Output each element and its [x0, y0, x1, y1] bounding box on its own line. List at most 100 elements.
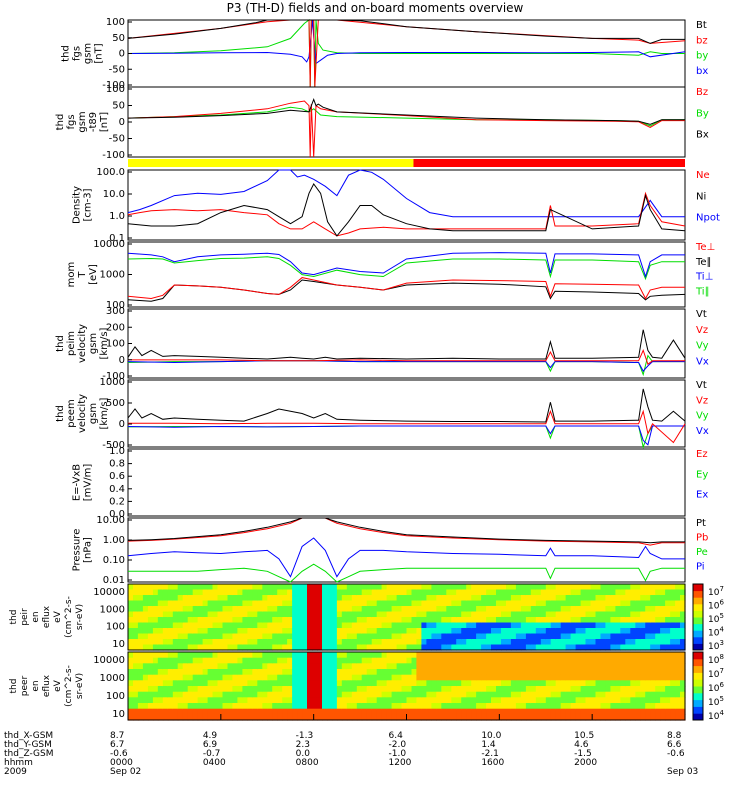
- spec-cell: [436, 703, 442, 710]
- spec-cell: [496, 639, 502, 646]
- spec-cell: [277, 606, 283, 613]
- spec-cell: [172, 600, 179, 607]
- spec-cell: [317, 714, 323, 721]
- spec-cell: [590, 652, 597, 659]
- spec-cell: [386, 622, 393, 629]
- spec-cell: [630, 691, 636, 698]
- spec-cell: [366, 708, 373, 715]
- spec-cell: [336, 617, 343, 624]
- spec-cell: [491, 669, 497, 676]
- spec-cell: [326, 657, 333, 664]
- spec-cell: [575, 589, 582, 596]
- spec-cell: [237, 639, 243, 646]
- spec-cell: [312, 652, 318, 659]
- spec-cell: [680, 680, 686, 687]
- spec-cell: [187, 680, 194, 687]
- spec-cell: [371, 680, 378, 687]
- colorbar-label-peer-0: 108: [708, 653, 724, 666]
- spec-cell: [312, 663, 318, 670]
- spec-cell: [351, 680, 358, 687]
- spec-cell: [237, 622, 243, 629]
- spec-cell: [386, 680, 393, 687]
- spec-cell: [267, 639, 273, 646]
- spec-cell: [645, 652, 651, 659]
- spec-cell: [282, 714, 288, 721]
- spec-cell: [187, 703, 194, 710]
- spec-cell: [426, 669, 432, 676]
- spec-cell: [137, 606, 144, 613]
- spec-cell: [133, 697, 139, 704]
- spec-cell: [486, 697, 492, 704]
- spec-cell: [277, 714, 283, 721]
- spec-cell: [665, 600, 671, 607]
- spec-cell: [277, 691, 283, 698]
- spec-cell: [680, 663, 686, 670]
- spec-cell: [421, 628, 427, 635]
- spec-cell: [545, 644, 552, 651]
- spec-cell: [655, 657, 661, 664]
- spec-cell: [675, 584, 681, 591]
- spec-cell: [456, 628, 462, 635]
- spec-cell: [446, 697, 452, 704]
- ytick-label-pressure-3: 0.01: [103, 575, 125, 586]
- spec-cell: [456, 622, 462, 629]
- spec-cell: [336, 611, 343, 618]
- spec-cell: [346, 680, 353, 687]
- spec-cell: [247, 697, 253, 704]
- spec-cell: [232, 652, 238, 659]
- spec-cell: [650, 697, 656, 704]
- spec-cell: [436, 639, 442, 646]
- spec-cell: [431, 617, 437, 624]
- spec-cell: [630, 600, 636, 607]
- xaxis-value-5-1: 4.6: [574, 740, 589, 750]
- spec-cell: [530, 584, 537, 591]
- series-line-temperature-3: [127, 277, 685, 300]
- spec-cell: [381, 697, 388, 704]
- spec-cell: [177, 644, 184, 651]
- spec-cell: [197, 674, 204, 681]
- spec-cell: [491, 697, 497, 704]
- spec-cell: [625, 639, 631, 646]
- spec-cell: [386, 703, 393, 710]
- spec-cell: [426, 674, 432, 681]
- spec-cell: [506, 600, 512, 607]
- spec-cell: [461, 622, 467, 629]
- spec-cell: [565, 595, 572, 602]
- spec-cell: [232, 606, 238, 613]
- spec-cell: [446, 584, 452, 591]
- spec-cell: [426, 628, 432, 635]
- spec-cell: [600, 606, 607, 613]
- spec-cell: [133, 703, 139, 710]
- spec-cell: [133, 639, 139, 646]
- spec-cell: [312, 708, 318, 715]
- spec-cell: [351, 691, 358, 698]
- spec-cell: [675, 697, 681, 704]
- spec-cell: [620, 644, 626, 651]
- spec-cell: [162, 714, 169, 721]
- spec-cell: [421, 714, 427, 721]
- spec-cell: [232, 686, 238, 693]
- spec-cell: [585, 628, 592, 635]
- spec-cell: [620, 639, 626, 646]
- spec-cell: [501, 644, 507, 651]
- spec-cell: [391, 669, 398, 676]
- spec-cell: [525, 714, 532, 721]
- spec-cell: [307, 714, 313, 721]
- spec-cell: [391, 584, 398, 591]
- ylabel-density-0: Density: [72, 186, 83, 224]
- legend-fgs_dsl-1: By: [696, 108, 709, 119]
- spec-cell: [471, 686, 477, 693]
- spec-cell: [610, 652, 616, 659]
- spec-cell: [242, 639, 248, 646]
- spec-cell: [287, 617, 293, 624]
- spec-cell: [530, 686, 537, 693]
- spec-cell: [565, 600, 572, 607]
- spec-cell: [515, 703, 522, 710]
- spec-cell: [540, 589, 547, 596]
- spec-cell: [496, 657, 502, 664]
- spec-cell: [436, 589, 442, 596]
- spec-cell: [381, 622, 388, 629]
- spec-cell: [207, 600, 214, 607]
- spec-cell: [540, 697, 547, 704]
- spec-cell: [520, 617, 527, 624]
